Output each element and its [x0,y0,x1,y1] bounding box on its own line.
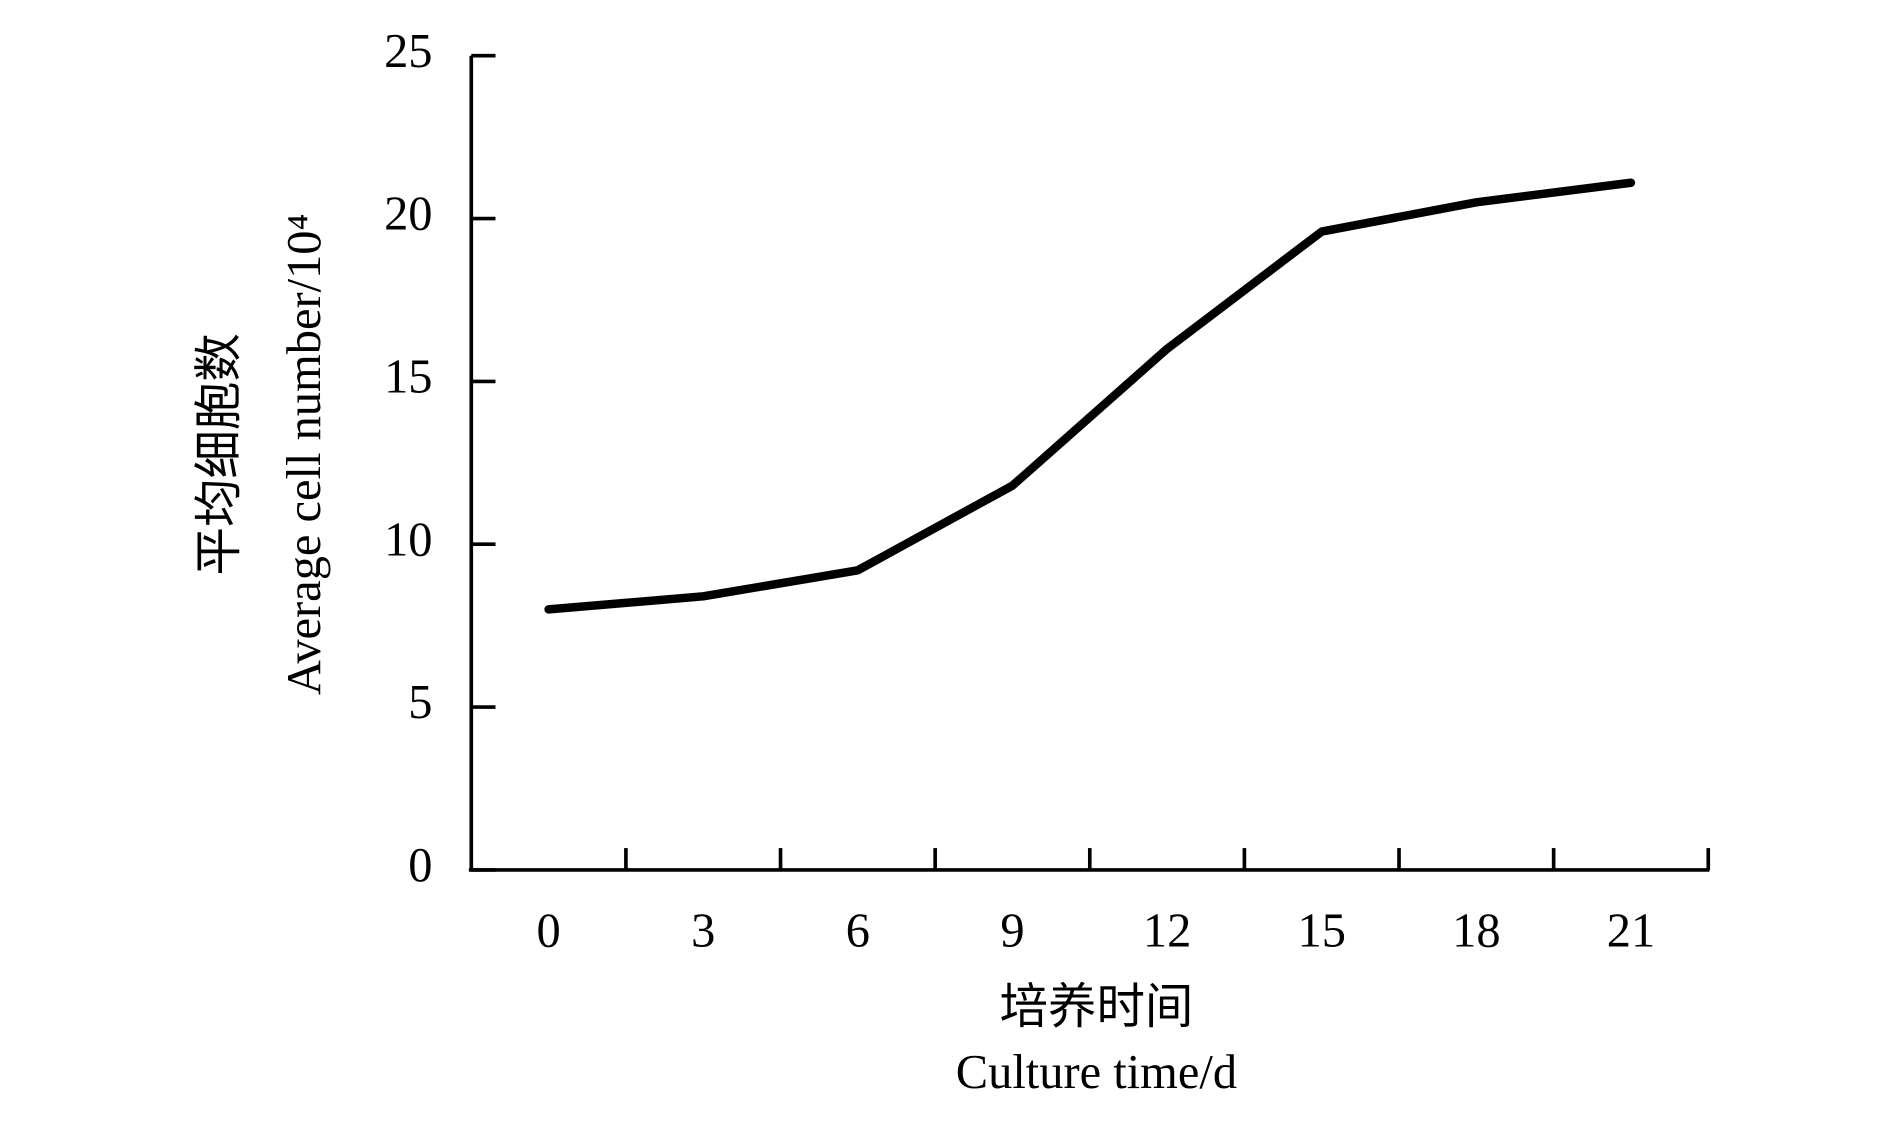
x-axis-title: 培养时间 [1000,981,1194,1034]
x-tick-label: 15 [1297,904,1345,957]
x-tick-label: 12 [1143,904,1191,957]
x-tick-label: 6 [846,904,870,957]
y-tick-label: 10 [384,513,432,566]
x-axis-title: Culture time/d [956,1046,1237,1099]
y-tick-label: 5 [408,676,432,729]
y-tick-label: 0 [408,839,432,892]
x-tick-label: 3 [691,904,715,957]
y-tick-label: 25 [384,25,432,78]
x-tick-label: 0 [536,904,560,957]
y-tick-label: 15 [384,351,432,404]
y-tick-label: 20 [384,188,432,241]
y-axis-title: Average cell number/10⁴ [278,214,331,695]
x-tick-label: 21 [1607,904,1655,957]
x-tick-label: 9 [1000,904,1024,957]
data-line [544,178,1636,614]
x-tick-label: 18 [1452,904,1500,957]
y-axis-title: 平均细胞数 [193,333,246,575]
